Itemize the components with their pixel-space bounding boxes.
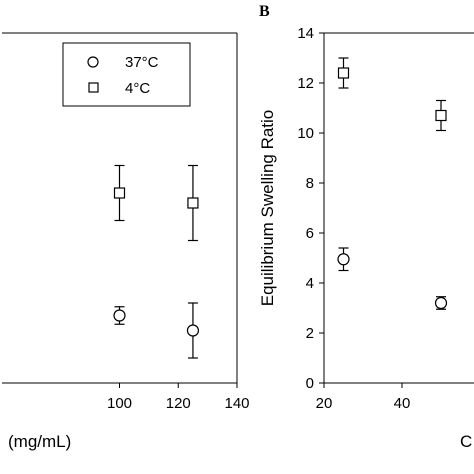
- y-tick-label: 0: [306, 375, 314, 392]
- panel-b: B 0 2 4 6 8 10 12 14 20 40 Equilibrium Swelling …: [258, 3, 474, 451]
- x-tick-label: 20: [316, 395, 333, 412]
- data-point: [113, 164, 126, 222]
- circle-marker: [434, 296, 448, 310]
- data-point: [186, 302, 200, 359]
- data-point: [337, 247, 350, 272]
- legend-entry-37c: 37°C: [125, 54, 159, 71]
- legend-circle-icon: [87, 56, 99, 68]
- data-point: [435, 99, 447, 132]
- legend-entry-4c: 4°C: [125, 80, 150, 97]
- data-point: [434, 296, 448, 310]
- x-tick-label: 100: [107, 395, 132, 412]
- y-tick-label: 10: [297, 125, 314, 142]
- square-marker: [187, 197, 199, 209]
- data-point: [187, 164, 199, 242]
- x-tick-label: 40: [394, 395, 411, 412]
- x-tick-label: 120: [166, 395, 191, 412]
- legend-box: [62, 42, 191, 107]
- panel-a-x-axis-title: (mg/mL): [8, 432, 71, 451]
- panel-a-legend: 37°C 4°C: [62, 42, 191, 107]
- circle-marker: [186, 324, 200, 337]
- panel-b-x-axis-title: C: [460, 432, 472, 451]
- circle-marker: [113, 309, 126, 322]
- data-point: [113, 306, 126, 325]
- y-tick-label: 6: [306, 225, 314, 242]
- panel-a: 100 120 140 37°C 4°C (mg/mL): [2, 32, 250, 451]
- panel-b-y-axis-title: Equilibrium Swelling Ratio: [258, 110, 277, 307]
- square-marker: [435, 109, 447, 122]
- square-marker: [337, 67, 350, 79]
- data-point: [337, 57, 350, 89]
- y-tick-label: 8: [306, 175, 314, 192]
- panel-b-label: B: [259, 3, 270, 20]
- y-tick-label: 4: [306, 275, 314, 292]
- circle-marker: [337, 253, 350, 266]
- y-tick-label: 2: [306, 325, 314, 342]
- y-tick-label: 12: [297, 75, 314, 92]
- y-tick-label: 14: [297, 25, 314, 42]
- legend-square-icon: [88, 82, 99, 93]
- square-marker: [113, 187, 126, 199]
- x-tick-label: 140: [224, 395, 249, 412]
